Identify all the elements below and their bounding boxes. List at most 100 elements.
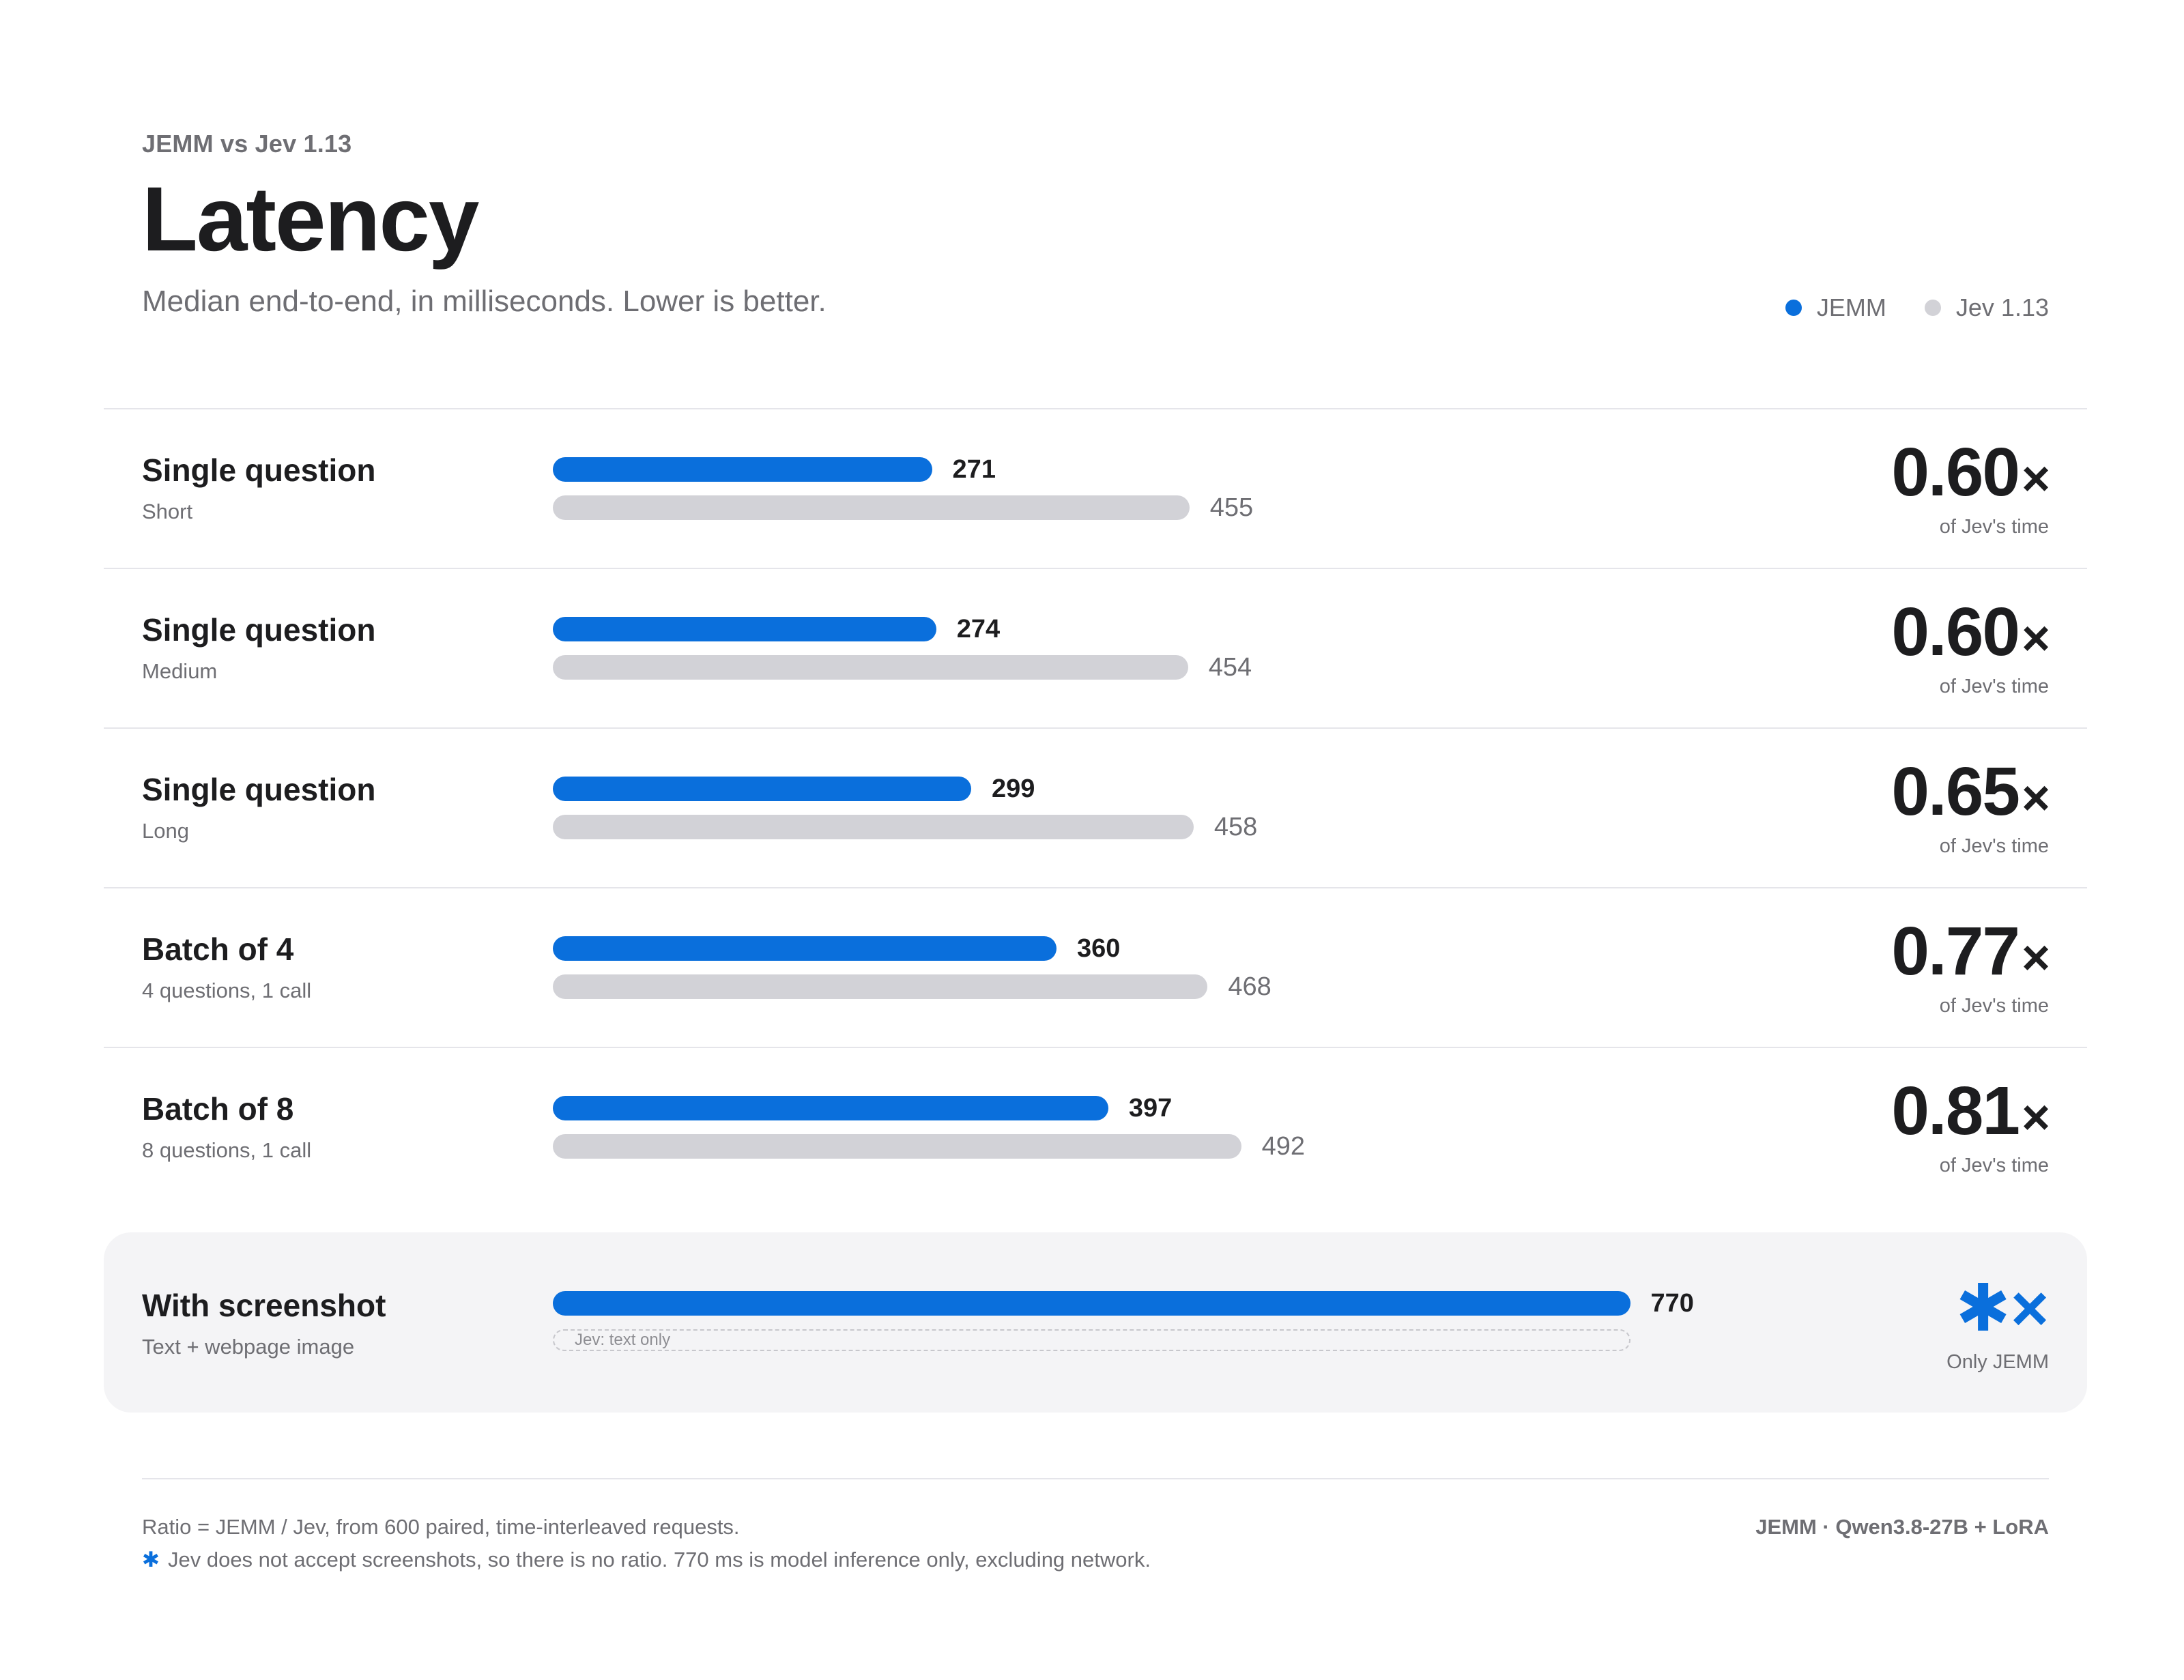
bar-jemm-screenshot — [553, 1291, 1630, 1316]
bars: 770 Jev: text only — [553, 1289, 1781, 1366]
ratio-caption: of Jev's time — [1939, 835, 2049, 857]
value-jemm-screenshot: 770 — [1650, 1289, 1694, 1318]
jev-placeholder-text: Jev: text only — [575, 1331, 671, 1349]
bars: 360 468 — [553, 936, 1781, 1011]
asterisk-icon: ✱ — [142, 1548, 160, 1572]
legend-item-jemm: JEMM — [1785, 293, 1886, 322]
ratio-block: 0.81× of Jev's time — [1891, 1077, 2050, 1177]
row-sub: Text + webpage image — [142, 1335, 355, 1359]
row-label: Batch of 8 8 questions, 1 call — [142, 1090, 311, 1163]
bar-jev — [553, 1134, 1241, 1159]
bar-jemm — [553, 777, 971, 801]
row-sub: Long — [142, 819, 189, 843]
ratio-number: 0.77 — [1891, 913, 2020, 989]
row-name: Single question — [142, 772, 376, 807]
value-label-jemm: 299 — [991, 774, 1035, 803]
ratio-value: 0.60× — [1891, 438, 2050, 506]
bars: 299 458 — [553, 774, 1781, 852]
ratio-value: 0.81× — [1891, 1077, 2050, 1145]
times-icon: × — [2021, 611, 2050, 666]
bar-jev — [553, 495, 1190, 520]
legend-dot-icon — [1924, 300, 1941, 316]
ratio-value: 0.77× — [1891, 917, 2050, 985]
legend: JEMM Jev 1.13 — [1785, 293, 2049, 322]
ratio-caption: of Jev's time — [1939, 1155, 2049, 1176]
special-row-screenshot: With screenshot Text + webpage image 770… — [104, 1232, 2087, 1413]
times-icon: × — [2021, 452, 2050, 506]
chart-row: Batch of 8 8 questions, 1 call 397 492 0.81×… — [104, 1047, 2087, 1206]
value-label-jemm: 360 — [1077, 934, 1121, 963]
row-label: Batch of 4 4 questions, 1 call — [142, 931, 311, 1003]
row-label: With screenshot Text + webpage image — [142, 1287, 386, 1359]
value-label-jemm: 271 — [952, 455, 996, 484]
row-name: Batch of 4 — [142, 931, 294, 967]
value-label-jemm: 397 — [1128, 1094, 1173, 1123]
ratio-number: 0.60 — [1891, 594, 2020, 670]
bar-jemm — [553, 617, 936, 641]
ratio-caption: of Jev's time — [1939, 995, 2049, 1017]
ratio-number: 0.81 — [1891, 1073, 2020, 1149]
value-label-jev: 468 — [1228, 972, 1271, 1001]
row-name: Single question — [142, 612, 376, 648]
bars: 274 454 — [553, 615, 1781, 692]
chart-row: Batch of 4 4 questions, 1 call 360 468 0.77×… — [104, 887, 2087, 1047]
row-sub: 4 questions, 1 call — [142, 979, 312, 1002]
ratio-caption: Only JEMM — [1946, 1351, 2049, 1373]
chart-row: Single question Long 299 458 0.65× of Jev's t… — [104, 727, 2087, 887]
row-name: Single question — [142, 452, 376, 488]
row-sub: Short — [142, 499, 193, 523]
value-label-jev: 455 — [1209, 493, 1254, 522]
footer: Ratio = JEMM / Jev, from 600 paired, tim… — [142, 1478, 2049, 1572]
bar-jemm — [553, 457, 932, 482]
footnote-screenshot-text: Jev does not accept screenshots, so ther… — [167, 1548, 1151, 1572]
times-icon: × — [2021, 1090, 2050, 1145]
row-name: With screenshot — [142, 1288, 386, 1323]
times-icon: × — [2021, 931, 2050, 985]
row-name: Batch of 8 — [142, 1091, 294, 1127]
value-label-jev: 454 — [1208, 653, 1252, 682]
bar-jev — [553, 815, 1194, 839]
model-credit: JEMM · Qwen3.8-27B + LoRA — [1755, 1515, 2049, 1539]
bar-jev — [553, 655, 1188, 680]
row-label: Single question Short — [142, 452, 375, 524]
ratio-block: ✱× Only JEMM — [1946, 1276, 2049, 1374]
jev-placeholder-bar: Jev: text only — [553, 1329, 1630, 1351]
chart-rows: Single question Short 271 455 0.60× of Jev's … — [104, 408, 2087, 1206]
ratio-number: 0.60 — [1891, 434, 2020, 510]
chart-row: Single question Short 271 455 0.60× of Jev's … — [104, 408, 2087, 568]
ratio-block: 0.77× of Jev's time — [1891, 917, 2050, 1017]
legend-dot-icon — [1785, 300, 1802, 316]
ratio-value: 0.60× — [1891, 598, 2050, 666]
header: JEMM vs Jev 1.13 Latency Median end-to-e… — [142, 130, 2049, 322]
chart-row: Single question Medium 274 454 0.60× of Jev's… — [104, 568, 2087, 727]
chart-eyebrow: JEMM vs Jev 1.13 — [142, 130, 352, 158]
ratio-block: 0.60× of Jev's time — [1891, 438, 2050, 538]
ratio-block: 0.65× of Jev's time — [1891, 757, 2050, 858]
ratio-caption: of Jev's time — [1939, 676, 2049, 697]
bars: 271 455 — [553, 457, 1781, 532]
asterisk-x-icon: ✱× — [1955, 1272, 2050, 1345]
value-label-jemm: 274 — [956, 615, 1001, 643]
bar-jev — [553, 974, 1208, 999]
chart-subtitle: Median end-to-end, in milliseconds. Lowe… — [142, 284, 827, 318]
value-label-jev: 492 — [1261, 1132, 1305, 1161]
bars: 397 492 — [553, 1094, 1781, 1171]
legend-label-jemm: JEMM — [1816, 293, 1886, 321]
legend-item-jev: Jev 1.13 — [1924, 293, 2049, 322]
row-sub: 8 questions, 1 call — [142, 1138, 312, 1162]
ratio-caption: of Jev's time — [1939, 516, 2049, 538]
legend-label-jev: Jev 1.13 — [1955, 293, 2049, 321]
footnote-screenshot: ✱ Jev does not accept screenshots, so the… — [142, 1548, 1151, 1572]
ratio-number: 0.65 — [1891, 753, 2020, 830]
footnote-ratio: Ratio = JEMM / Jev, from 600 paired, tim… — [142, 1515, 740, 1539]
row-label: Single question Medium — [142, 611, 375, 684]
chart-title: Latency — [142, 169, 479, 270]
row-label: Single question Long — [142, 771, 375, 843]
times-icon: × — [2021, 771, 2050, 826]
row-sub: Medium — [142, 659, 218, 683]
bar-jemm — [553, 1096, 1108, 1120]
value-label-jev: 458 — [1213, 813, 1258, 841]
ratio-value: 0.65× — [1891, 757, 2050, 826]
bar-jemm — [553, 936, 1057, 961]
ratio-block: 0.60× of Jev's time — [1891, 598, 2050, 698]
